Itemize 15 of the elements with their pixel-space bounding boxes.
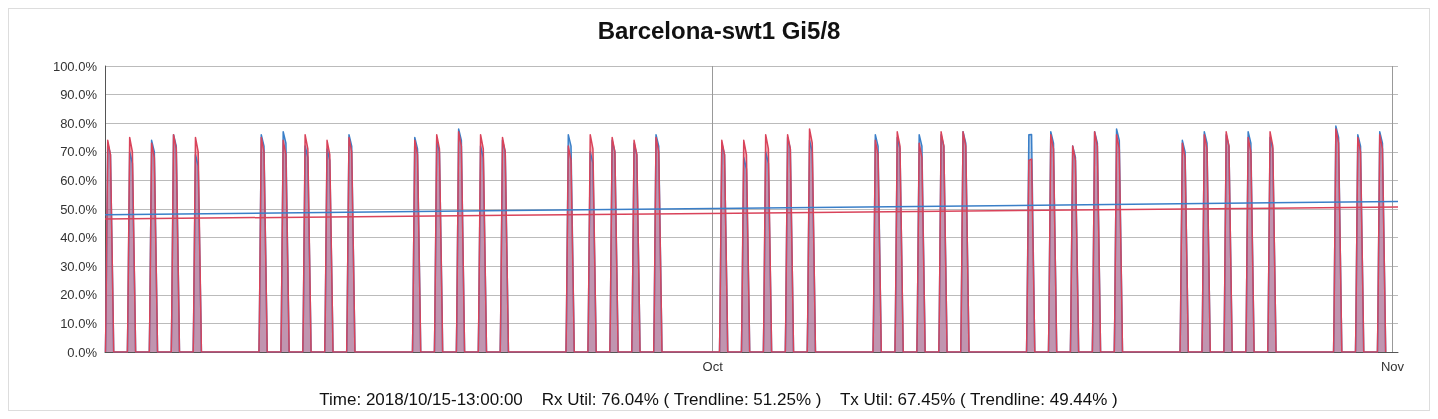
text: Time: 2018/10/15-13:00:00 Rx Util: 76.04% ( Trendline: 51.25% ) Tx Util: 67.45% ( Trendline: 49.44% ) [319, 390, 1118, 409]
y-tick-label: 90.0% [60, 87, 98, 103]
y-tick-label: 70.0% [60, 144, 98, 160]
x-tick-label: Oct [702, 359, 724, 374]
y-tick-label: 10.0% [60, 315, 98, 331]
y-tick-label: 60.0% [60, 172, 98, 188]
y-tick-label: 100.0% [52, 58, 98, 74]
y-tick-label: 80.0% [60, 115, 98, 131]
y-tick-label: 30.0% [60, 258, 98, 274]
chart-title: Barcelona-swt1 Gi5/8 [597, 16, 841, 44]
y-tick-label: 20.0% [60, 287, 98, 303]
y-tick-label: 40.0% [60, 230, 98, 246]
y-tick-label: 0.0% [67, 344, 98, 360]
x-tick-label: Nov [1380, 359, 1405, 374]
y-tick-label: 50.0% [60, 201, 98, 217]
